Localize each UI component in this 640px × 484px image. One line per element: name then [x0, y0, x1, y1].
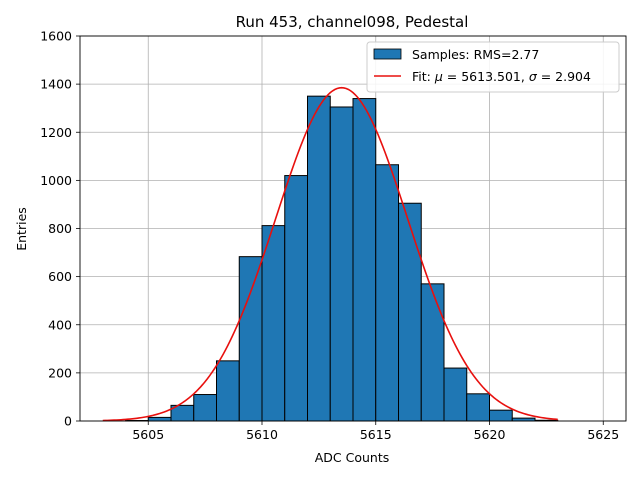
y-axis-label: Entries: [14, 207, 29, 251]
histogram-bar: [467, 394, 490, 421]
y-tick-label: 800: [48, 221, 72, 236]
histogram-bar: [308, 96, 331, 421]
legend-label-samples: Samples: RMS=2.77: [412, 47, 539, 62]
x-tick-label: 5605: [132, 427, 164, 442]
fit-mu-symbol: μ: [434, 69, 443, 84]
y-tick-label: 400: [48, 317, 72, 332]
x-tick-label: 5620: [474, 427, 506, 442]
histogram-bar: [330, 107, 353, 421]
histogram-bar: [353, 99, 376, 421]
histogram-bar: [444, 368, 467, 421]
legend-label-fit: Fit: μ = 5613.501, σ = 2.904: [412, 69, 591, 84]
histogram-bar: [399, 203, 422, 421]
x-axis-label: ADC Counts: [315, 450, 390, 465]
histogram-bar: [262, 226, 285, 421]
histogram-bar: [239, 257, 262, 421]
fit-sigma-value: = 2.904: [537, 69, 591, 84]
histogram-bar: [285, 176, 308, 421]
y-tick-label: 1600: [40, 29, 72, 44]
legend: Samples: RMS=2.77 Fit: μ = 5613.501, σ =…: [367, 42, 619, 92]
histogram-bar: [490, 410, 513, 421]
histogram-bar: [421, 284, 444, 421]
x-tick-label: 5615: [360, 427, 392, 442]
y-tick-label: 1200: [40, 125, 72, 140]
histogram-bar: [194, 395, 217, 421]
y-tick-label: 1400: [40, 77, 72, 92]
histogram-bar: [376, 165, 399, 421]
x-tick-label: 5610: [246, 427, 278, 442]
y-tick-label: 1000: [40, 173, 72, 188]
chart-title: Run 453, channel098, Pedestal: [236, 13, 469, 31]
y-tick-label: 600: [48, 269, 72, 284]
fit-prefix: Fit:: [412, 69, 435, 84]
histogram-bar: [217, 361, 240, 421]
fit-mu-value: = 5613.501,: [443, 69, 529, 84]
legend-swatch-samples: [374, 49, 401, 59]
histogram-bar: [148, 417, 171, 421]
y-tick-label: 0: [64, 414, 72, 429]
y-tick-label: 200: [48, 365, 72, 380]
x-tick-label: 5625: [587, 427, 619, 442]
